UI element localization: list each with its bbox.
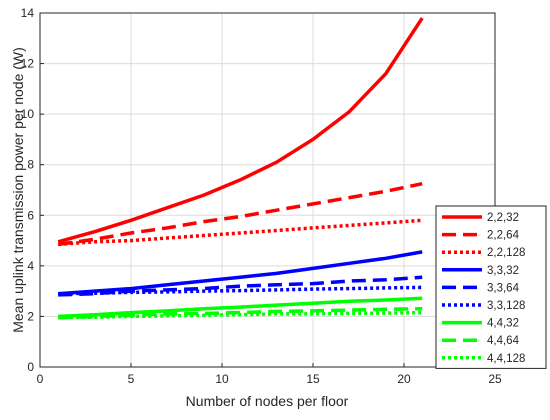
plot-frame [39,12,496,368]
series-line-3-3-64 [58,275,423,297]
y-tick-label: 14 [21,6,35,20]
y-tick-label: 0 [27,360,34,374]
series-line-4-4-32 [58,296,423,319]
legend-label: 4,4,32 [487,318,519,330]
legend-label: 4,4,128 [487,353,525,365]
x-tick-label: 0 [37,372,44,386]
y-tick-label: 4 [27,259,34,273]
x-tick-label: 15 [306,372,320,386]
legend: 2,2,32 2,2,64 2,2,128 3,3,32 3,3,64 3,3,128 4,… [435,205,547,369]
legend-label: 4,4,64 [487,335,520,347]
series-line-3-3-32 [58,250,423,296]
series-line-2-2-128 [58,218,423,247]
series-line-4-4-64 [58,307,423,320]
x-tick-label: 25 [488,372,502,386]
series-line-4-4-128 [58,310,423,320]
x-tick-label: 20 [397,372,411,386]
y-tick-label: 10 [21,107,35,121]
y-axis-label: Mean uplink transmission power per node … [10,47,26,333]
y-tick-label: 6 [27,208,34,222]
axis-ticks: 0 5 10 15 20 25 0 2 4 6 8 10 12 14 [21,6,502,386]
legend-label: 2,2,32 [487,212,519,224]
series-line-2-2-64 [57,181,423,247]
grid [40,13,495,367]
y-tick-label: 12 [21,57,35,71]
legend-label: 2,2,64 [487,230,520,242]
y-tick-label: 8 [27,158,34,172]
series-line-2-2-32 [57,17,424,244]
legend-label: 2,2,128 [487,247,525,259]
series-line-3-3-128 [58,285,423,296]
y-tick-label: 2 [27,309,34,323]
series-lines [57,17,424,320]
legend-label: 3,3,128 [487,300,525,312]
x-tick-label: 10 [215,372,229,386]
legend-label: 3,3,32 [487,265,519,277]
legend-label: 3,3,64 [487,282,520,294]
x-axis-label: Number of nodes per floor [186,393,349,409]
x-tick-label: 5 [128,372,135,386]
